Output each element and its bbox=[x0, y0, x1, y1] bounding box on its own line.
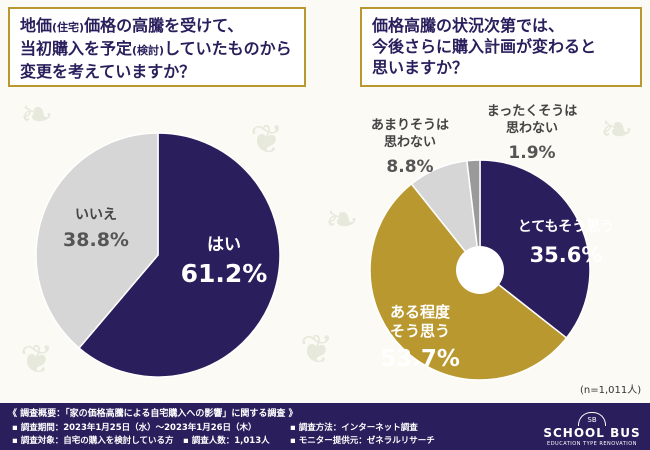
school-bus-logo: SB SCHOOL BUS EDUCATION TYPE RENOVATION bbox=[542, 407, 642, 447]
question-1-line-3: 変更を考えていますか？ bbox=[20, 62, 196, 81]
pie2-label-1: とてもそう思う bbox=[518, 219, 615, 235]
pie2-label-4-line-1: まったくそうは bbox=[487, 104, 577, 119]
pie2-slice-1 bbox=[479, 159, 591, 340]
survey-method: ▪ 調査方法：インターネット調査 bbox=[290, 423, 418, 433]
leaf-decoration: ❧ bbox=[600, 107, 634, 153]
pie1-label-1: はい bbox=[207, 235, 241, 255]
leaf-decoration: ❧ bbox=[20, 92, 54, 138]
survey-count: ▪ 調査人数：1,013人 bbox=[183, 436, 270, 446]
pie1-value-2: 38.8% bbox=[63, 229, 129, 251]
leaf-decoration: ❧ bbox=[325, 197, 359, 243]
pie2-label-3-line-2: 思わない bbox=[384, 135, 436, 150]
pie1-slice-1 bbox=[78, 132, 281, 378]
survey-period: ▪ 調査期間：2023年1月25日（水）〜2023年1月26日（木） bbox=[12, 423, 257, 433]
pie2-label-3-line-1: あまりそうは bbox=[371, 118, 449, 133]
question-2-line-2: 今後さらに購入計画が変わると bbox=[372, 37, 597, 56]
survey-footer: 《 調査概要：「家の価格高騰による自宅購入への影響」に関する調査 》 ▪ 調査期… bbox=[0, 403, 650, 450]
pie2-value-3: 8.8% bbox=[386, 157, 433, 177]
survey-provider: ▪ モニター提供元：ゼネラルリサーチ bbox=[290, 436, 435, 446]
pie2-label-4-line-2: 思わない bbox=[506, 121, 558, 136]
survey-title: 《 調査概要：「家の価格高騰による自宅購入への影響」に関する調査 》 bbox=[8, 409, 298, 419]
leaf-decoration: ❦ bbox=[250, 117, 284, 163]
pie2-slice-4 bbox=[466, 159, 481, 271]
question-box-1: 地価(住宅)価格の高騰を受けて、 当初購入を予定(検討)していたものから 変更を… bbox=[8, 7, 306, 87]
leaf-decoration: ❦ bbox=[300, 327, 334, 373]
pie1-value-1: 61.2% bbox=[181, 259, 268, 288]
leaf-decoration: ❦ bbox=[20, 337, 54, 383]
pie1-label-2: いいえ bbox=[75, 207, 117, 223]
pie2-value-1: 35.6% bbox=[530, 243, 603, 267]
question-2-line-3: 思いますか？ bbox=[372, 58, 469, 77]
question-1-line-2: 当初購入を予定(検討)していたものから bbox=[20, 39, 292, 58]
donut-hole bbox=[456, 246, 504, 294]
pie2-value-2: 53.7% bbox=[380, 346, 460, 372]
pie2-label-2-line-1: ある程度 bbox=[390, 303, 451, 321]
logo-mark: SB bbox=[578, 412, 606, 426]
pie1-slice-2 bbox=[35, 132, 159, 350]
pie2-value-4: 1.9% bbox=[508, 143, 555, 163]
sample-size-note: (n=1,011人) bbox=[580, 385, 642, 396]
question-2-line-1: 価格高騰の状況次第では、 bbox=[372, 16, 565, 35]
logo-tagline: EDUCATION TYPE RENOVATION bbox=[547, 441, 637, 447]
question-1-line-1: 地価(住宅)価格の高騰を受けて、 bbox=[20, 16, 244, 35]
survey-target: ▪ 調査対象：自宅の購入を検討している方 bbox=[12, 436, 174, 446]
question-box-2: 価格高騰の状況次第では、 今後さらに購入計画が変わると 思いますか？ bbox=[360, 7, 642, 87]
logo-name: SCHOOL BUS bbox=[543, 426, 641, 440]
pie2-label-2-line-2: そう思う bbox=[390, 322, 450, 340]
